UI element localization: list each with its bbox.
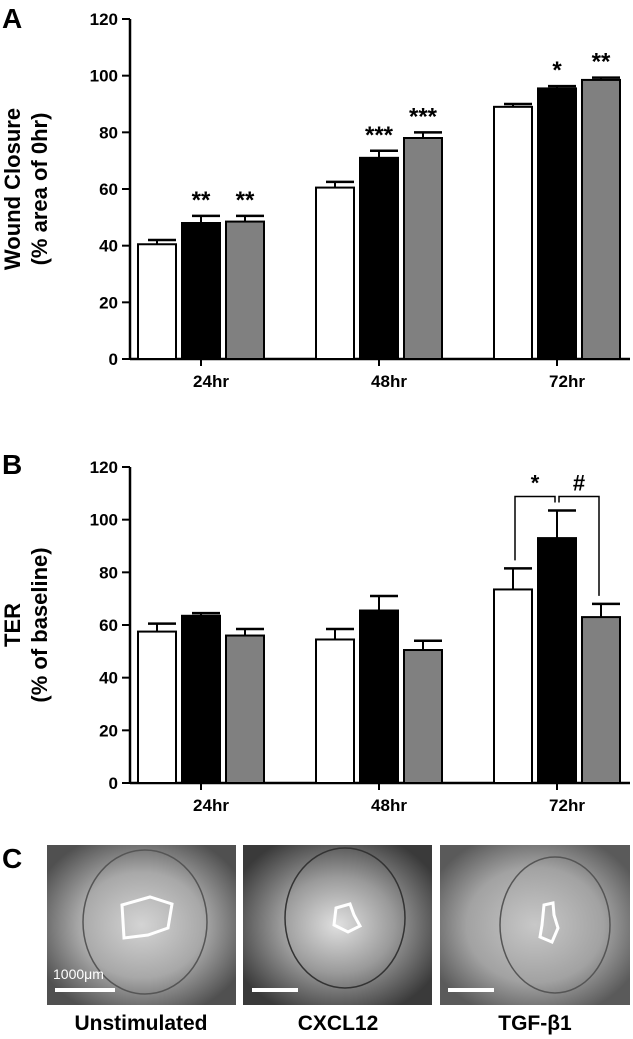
bar [493, 105, 533, 361]
image-label: Unstimulated [74, 1012, 207, 1035]
image-cxcl12 [243, 845, 432, 1005]
significance: *** [409, 103, 438, 130]
significance: ** [192, 187, 211, 214]
bar [403, 649, 443, 784]
y-tick-label: 0 [109, 350, 118, 369]
bar [359, 156, 399, 360]
bar [493, 588, 533, 785]
bar [315, 186, 355, 360]
bracket [558, 495, 600, 596]
y-tick-label: 100 [90, 511, 118, 530]
y-tick-label: 100 [90, 67, 118, 86]
x-tick-label: 24hr [193, 796, 229, 815]
y-tick-label: 40 [99, 669, 118, 688]
bar [315, 638, 355, 784]
bar [137, 243, 177, 360]
bar [359, 609, 399, 784]
bar [403, 137, 443, 360]
y-tick-label: 20 [99, 293, 118, 312]
panel-label: C [2, 843, 22, 874]
x-tick-label: 24hr [193, 372, 229, 391]
x-tick-label: 48hr [371, 796, 407, 815]
significance: * [531, 470, 540, 495]
y-tick-label: 0 [109, 774, 118, 793]
significance: ** [236, 187, 255, 214]
bar [225, 220, 265, 360]
image-unstimulated: 1000μm [47, 845, 236, 1005]
bar [537, 537, 577, 784]
y-tick-label: 20 [99, 721, 118, 740]
significance: ** [592, 49, 611, 76]
y-tick-label: 80 [99, 563, 118, 582]
bar [581, 616, 621, 784]
significance: *** [365, 122, 394, 149]
image-label: TGF-β1 [498, 1012, 572, 1035]
panel-label: B [2, 449, 22, 480]
y-tick-label: 40 [99, 237, 118, 256]
x-tick-label: 72hr [549, 372, 585, 391]
image-label: CXCL12 [298, 1012, 379, 1035]
y-axis-label: Wound Closure [0, 108, 25, 270]
bracket [514, 495, 556, 561]
y-axis-label: (% area of 0hr) [27, 113, 52, 266]
y-tick-label: 60 [99, 180, 118, 199]
y-axis-label: (% of baseline) [27, 547, 52, 702]
bar [225, 634, 265, 784]
y-tick-label: 80 [99, 123, 118, 142]
image-tgf [440, 845, 630, 1005]
bar [181, 614, 221, 784]
scale-label: 1000μm [53, 966, 104, 982]
y-tick-label: 60 [99, 616, 118, 635]
y-tick-label: 120 [90, 10, 118, 29]
significance: * [552, 57, 562, 84]
bar [581, 78, 621, 361]
y-axis-label: TER [0, 603, 25, 647]
x-tick-label: 48hr [371, 372, 407, 391]
panel-label: A [2, 3, 22, 34]
bar [537, 87, 577, 361]
x-tick-label: 72hr [549, 796, 585, 815]
bar [181, 222, 221, 360]
bar [137, 630, 177, 784]
y-tick-label: 120 [90, 458, 118, 477]
significance: # [573, 470, 585, 495]
